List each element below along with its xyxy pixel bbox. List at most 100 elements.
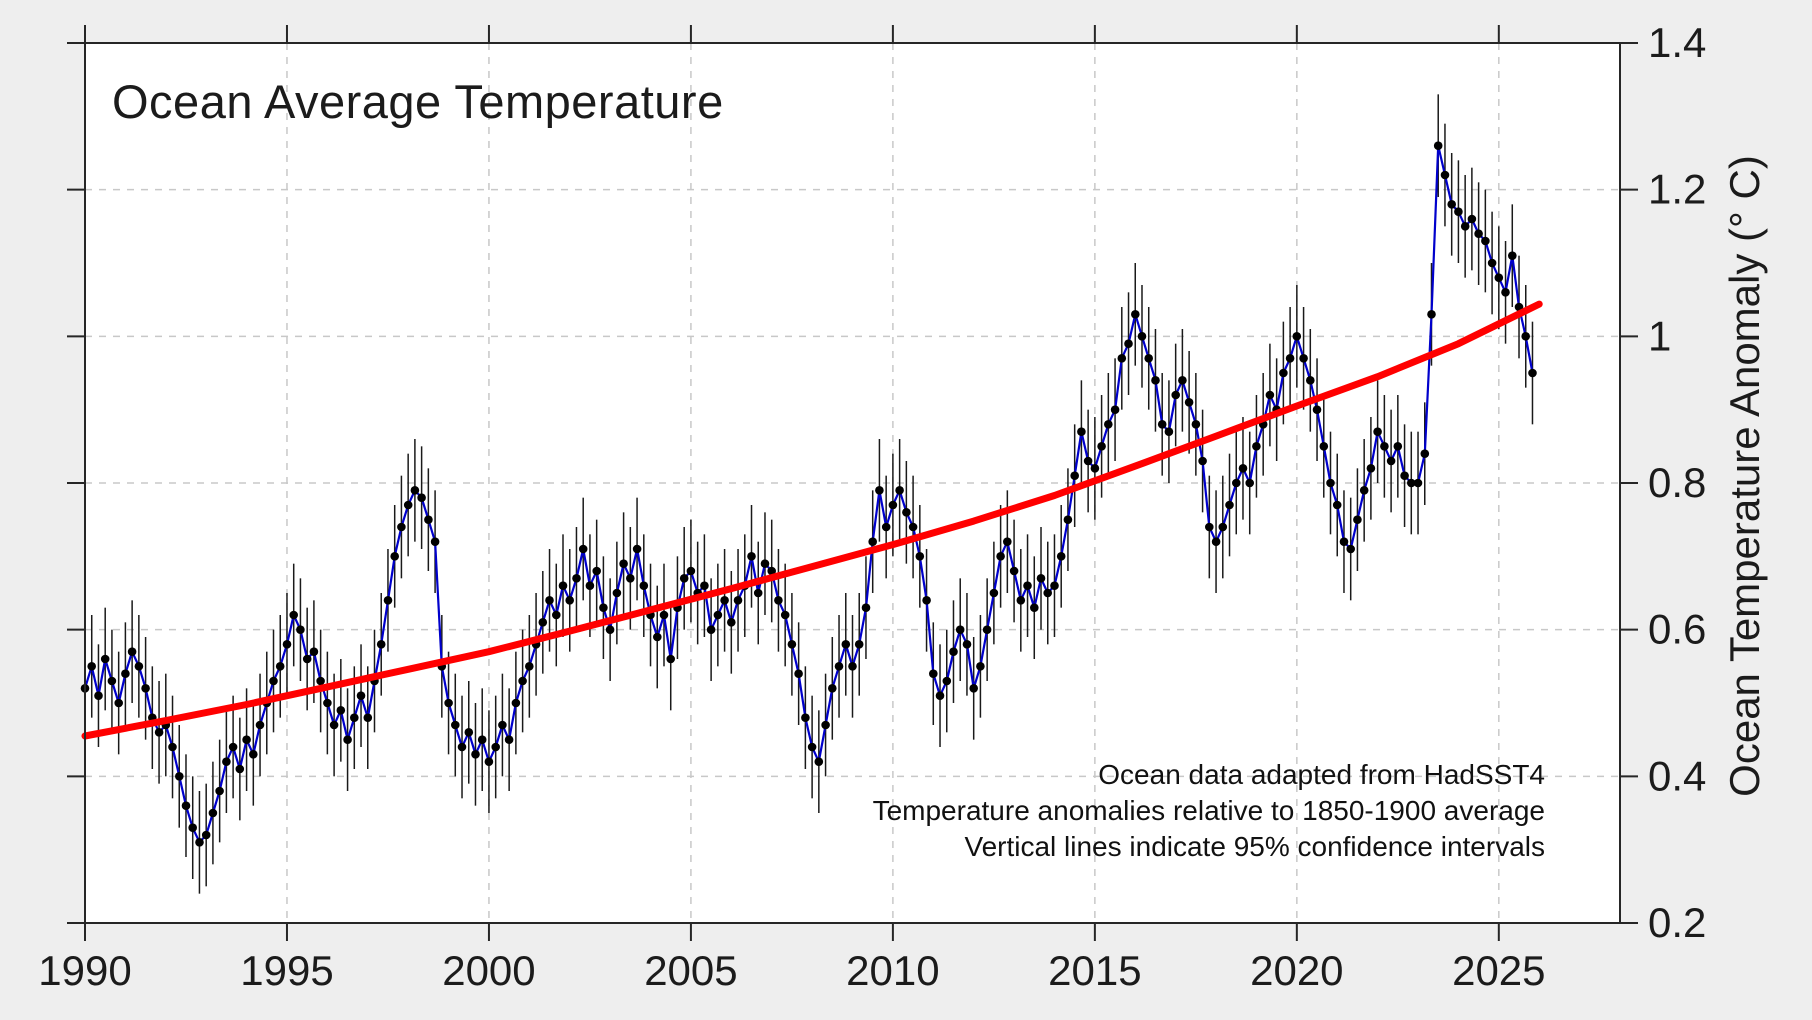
data-point xyxy=(834,662,844,671)
data-point xyxy=(854,640,864,649)
data-point xyxy=(1191,420,1201,429)
data-point xyxy=(1137,332,1147,341)
data-point xyxy=(100,654,110,664)
data-point xyxy=(114,698,123,708)
data-point xyxy=(733,596,743,605)
data-point xyxy=(1433,141,1443,150)
data-point xyxy=(1400,471,1409,481)
data-point xyxy=(915,552,925,561)
data-point xyxy=(1440,170,1450,180)
data-point xyxy=(1205,522,1214,532)
data-point xyxy=(949,647,958,656)
data-point xyxy=(807,742,817,752)
data-points xyxy=(80,141,1537,847)
data-point xyxy=(242,735,251,744)
data-point xyxy=(592,566,601,576)
x-tick-label: 2000 xyxy=(442,947,535,994)
data-point xyxy=(780,610,790,620)
data-point xyxy=(451,720,460,730)
data-point xyxy=(599,603,608,612)
data-point xyxy=(498,720,507,730)
data-point xyxy=(336,706,346,715)
y-axis-title: Ocean Temperature Anomaly (° C) xyxy=(1721,155,1768,797)
x-tick-label: 2020 xyxy=(1250,947,1343,994)
data-point xyxy=(1487,258,1497,268)
data-point xyxy=(1030,603,1039,612)
x-tick-label: 2015 xyxy=(1048,947,1141,994)
data-point xyxy=(1238,464,1248,473)
data-point xyxy=(976,662,985,671)
data-point xyxy=(525,662,534,671)
data-point xyxy=(626,574,635,583)
data-point xyxy=(1454,207,1463,216)
data-point xyxy=(1332,500,1342,510)
data-point xyxy=(141,684,150,693)
data-point xyxy=(154,728,164,737)
data-point xyxy=(363,713,373,722)
data-point xyxy=(1306,376,1315,385)
data-point xyxy=(457,742,467,752)
data-point xyxy=(1386,456,1396,466)
data-point xyxy=(1285,354,1295,363)
data-point xyxy=(989,588,999,598)
y-tick-label: 0.6 xyxy=(1648,606,1706,653)
data-point xyxy=(289,610,299,620)
data-point xyxy=(175,772,184,781)
data-point xyxy=(1474,229,1483,238)
data-point xyxy=(942,676,952,686)
data-point xyxy=(747,552,756,561)
data-point xyxy=(1312,405,1322,415)
data-point xyxy=(895,486,904,495)
y-tick-labels: 0.2 0.4 0.6 0.8 1 1.2 1.4 xyxy=(1648,19,1706,946)
data-point xyxy=(1117,354,1127,363)
data-point xyxy=(760,559,770,568)
x-tick-label: 2010 xyxy=(846,947,939,994)
data-point xyxy=(1494,273,1504,283)
data-point xyxy=(134,662,144,671)
data-point xyxy=(1198,456,1207,466)
data-point xyxy=(1036,574,1046,583)
data-point xyxy=(969,684,978,693)
data-point xyxy=(902,508,911,517)
data-point xyxy=(659,610,669,620)
data-point xyxy=(1279,368,1288,378)
data-point xyxy=(107,676,117,686)
data-point xyxy=(1447,200,1456,209)
data-point xyxy=(1528,368,1537,378)
data-point xyxy=(222,757,231,766)
data-point xyxy=(269,676,278,686)
data-point xyxy=(1070,471,1079,481)
data-point xyxy=(1393,442,1403,451)
data-point xyxy=(484,757,494,766)
data-point xyxy=(558,581,568,590)
data-point xyxy=(632,544,642,554)
data-point xyxy=(1292,332,1302,341)
data-point xyxy=(1211,537,1221,546)
data-point xyxy=(552,610,561,620)
annotation-line-2: Temperature anomalies relative to 1850-1… xyxy=(872,795,1545,826)
annotation-block: Ocean data adapted from HadSST4 Temperat… xyxy=(873,757,1545,865)
data-point xyxy=(861,603,871,612)
data-point xyxy=(578,544,588,554)
data-point xyxy=(585,581,595,590)
data-point xyxy=(181,801,191,810)
data-point xyxy=(787,640,797,649)
data-point xyxy=(1232,478,1241,488)
data-point xyxy=(410,486,420,495)
data-point xyxy=(538,618,548,627)
data-point xyxy=(1413,478,1423,488)
data-point xyxy=(1460,222,1470,231)
data-point xyxy=(444,698,453,708)
data-point xyxy=(1043,588,1052,598)
data-point xyxy=(881,522,891,532)
y-tick-label: 1 xyxy=(1648,312,1671,359)
data-point xyxy=(235,764,245,774)
data-point xyxy=(1218,522,1228,532)
data-point xyxy=(612,588,622,598)
data-point xyxy=(471,750,480,759)
data-point xyxy=(713,610,723,620)
data-point xyxy=(383,596,393,605)
data-point xyxy=(821,720,830,730)
data-point xyxy=(518,676,527,686)
data-point xyxy=(1508,251,1517,260)
